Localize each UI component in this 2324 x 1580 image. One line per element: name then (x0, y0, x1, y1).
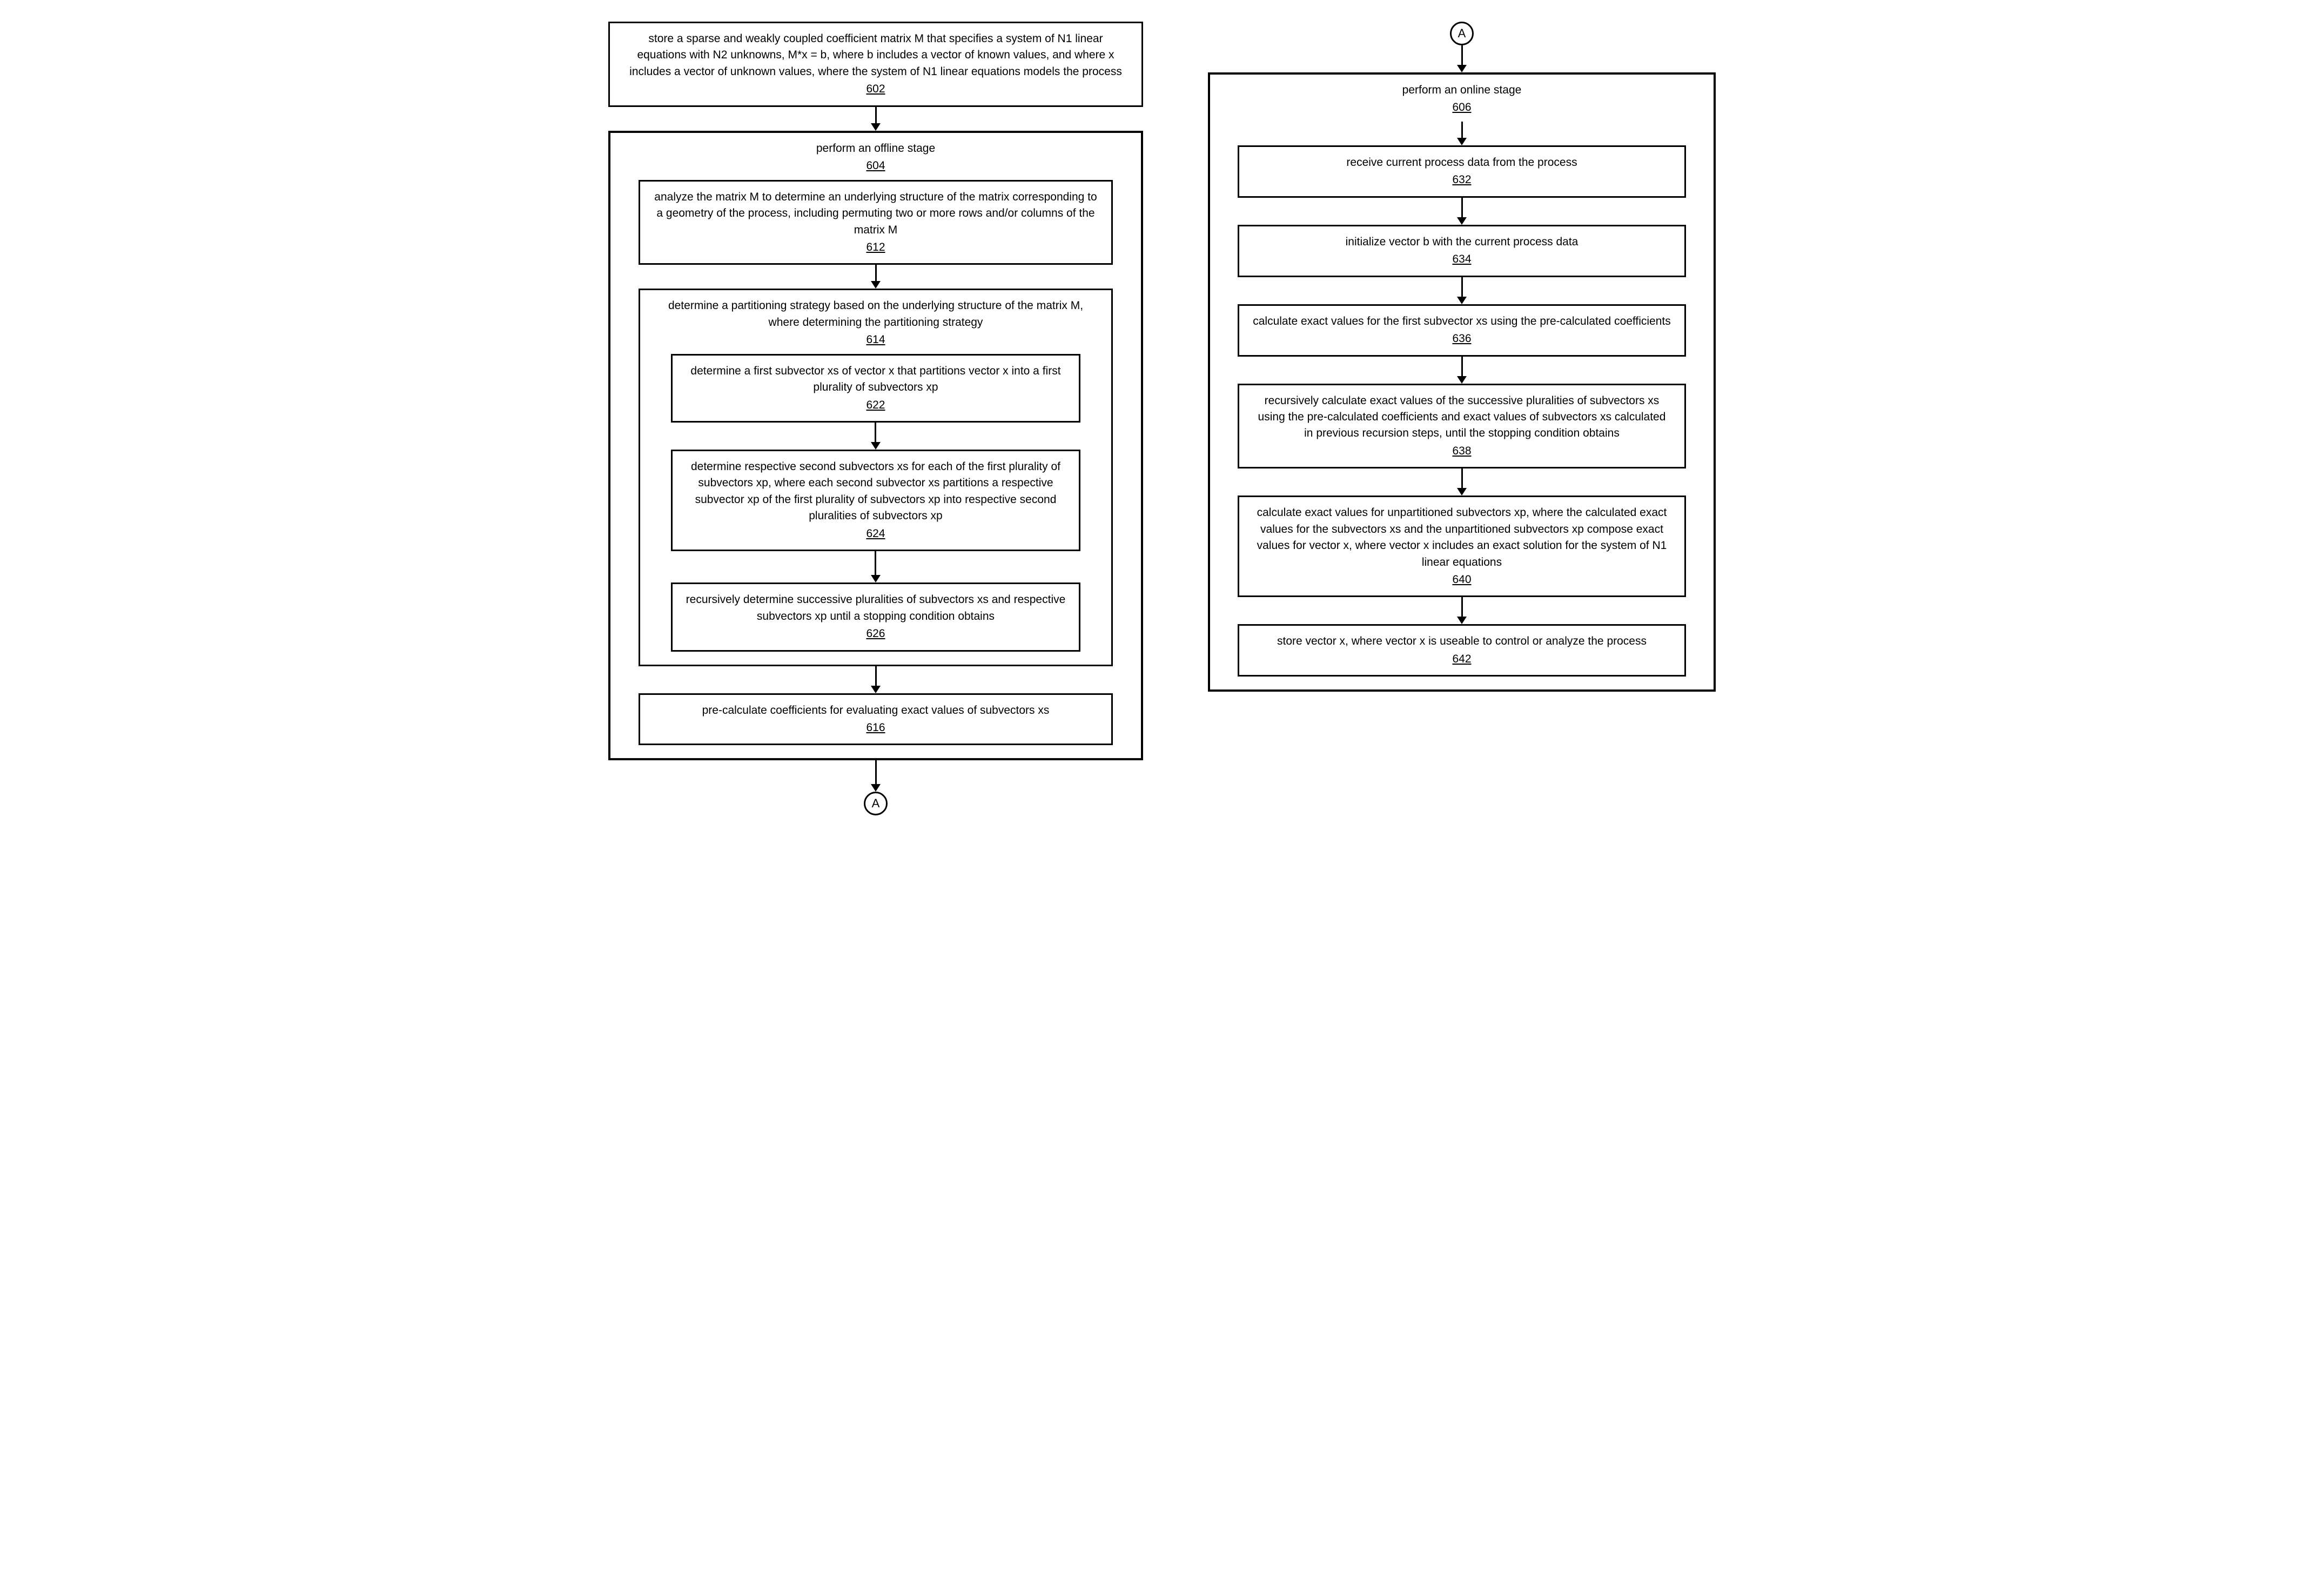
connector-a-in-label: A (1458, 26, 1466, 41)
box-602: store a sparse and weakly coupled coeffi… (608, 22, 1143, 107)
box-604-inner: analyze the matrix M to determine an und… (623, 180, 1128, 746)
box-636-text: calculate exact values for the first sub… (1253, 315, 1671, 327)
arrow-icon (1457, 597, 1467, 624)
box-634: initialize vector b with the current pro… (1238, 225, 1687, 277)
box-616: pre-calculate coefficients for evaluatin… (639, 693, 1113, 746)
box-612-text: analyze the matrix M to determine an und… (654, 191, 1097, 236)
box-636-ref: 636 (1252, 331, 1672, 347)
box-640-ref: 640 (1252, 572, 1672, 588)
box-634-text: initialize vector b with the current pro… (1346, 236, 1579, 248)
box-606: perform an online stage 606 receive curr… (1208, 72, 1716, 692)
box-614-ref: 614 (653, 332, 1098, 348)
arrow-icon (871, 107, 881, 131)
box-626: recursively determine successive plurali… (671, 583, 1080, 651)
box-622-ref: 622 (686, 397, 1066, 413)
arrow-icon (1457, 198, 1467, 225)
box-636: calculate exact values for the first sub… (1238, 304, 1687, 357)
box-632: receive current process data from the pr… (1238, 145, 1687, 198)
box-622-text: determine a first subvector xs of vector… (690, 365, 1060, 393)
box-624-text: determine respective second subvectors x… (691, 460, 1060, 522)
box-640: calculate exact values for unpartitioned… (1238, 496, 1687, 597)
arrow-icon (871, 666, 881, 693)
box-614-text: determine a partitioning strategy based … (668, 299, 1083, 328)
box-612: analyze the matrix M to determine an und… (639, 180, 1113, 265)
box-642-ref: 642 (1252, 651, 1672, 667)
box-632-text: receive current process data from the pr… (1346, 156, 1577, 169)
box-606-ref: 606 (1402, 99, 1522, 116)
box-624-ref: 624 (686, 526, 1066, 542)
box-604-ref: 604 (816, 158, 935, 174)
box-624: determine respective second subvectors x… (671, 450, 1080, 551)
box-640-text: calculate exact values for unpartitioned… (1257, 506, 1667, 568)
box-616-text: pre-calculate coefficients for evaluatin… (702, 704, 1050, 717)
arrow-icon (871, 551, 881, 583)
box-602-ref: 602 (623, 81, 1129, 97)
box-604: perform an offline stage 604 analyze the… (608, 131, 1143, 761)
box-614: determine a partitioning strategy based … (639, 289, 1113, 666)
box-602-text: store a sparse and weakly coupled coeffi… (629, 32, 1122, 78)
box-638: recursively calculate exact values of th… (1238, 384, 1687, 469)
right-column: A perform an online stage 606 receive cu… (1208, 22, 1716, 692)
connector-a-out-label: A (872, 796, 880, 811)
box-634-ref: 634 (1252, 251, 1672, 267)
arrow-icon (871, 265, 881, 289)
box-614-title: determine a partitioning strategy based … (653, 298, 1098, 348)
box-616-ref: 616 (653, 720, 1098, 736)
arrow-icon (871, 423, 881, 450)
connector-a-in: A (1450, 22, 1474, 45)
box-606-text: perform an online stage (1402, 84, 1522, 96)
arrow-icon (871, 760, 881, 792)
box-622: determine a first subvector xs of vector… (671, 354, 1080, 423)
arrow-icon (1457, 357, 1467, 384)
box-632-ref: 632 (1252, 172, 1672, 188)
arrow-icon (1457, 277, 1467, 304)
box-604-text: perform an offline stage (816, 142, 935, 155)
box-642-text: store vector x, where vector x is useabl… (1277, 635, 1647, 647)
box-612-ref: 612 (653, 239, 1098, 256)
arrow-icon (1457, 45, 1467, 72)
box-604-title: perform an offline stage 604 (816, 140, 935, 175)
box-638-ref: 638 (1252, 443, 1672, 459)
box-642: store vector x, where vector x is useabl… (1238, 624, 1687, 677)
box-606-title: perform an online stage 606 (1402, 82, 1522, 116)
arrow-icon (1457, 122, 1467, 145)
box-626-text: recursively determine successive plurali… (686, 593, 1066, 622)
box-638-text: recursively calculate exact values of th… (1258, 394, 1666, 440)
arrow-icon (1457, 468, 1467, 496)
box-626-ref: 626 (686, 626, 1066, 642)
connector-a-out: A (864, 792, 888, 815)
left-column: store a sparse and weakly coupled coeffi… (608, 22, 1143, 815)
